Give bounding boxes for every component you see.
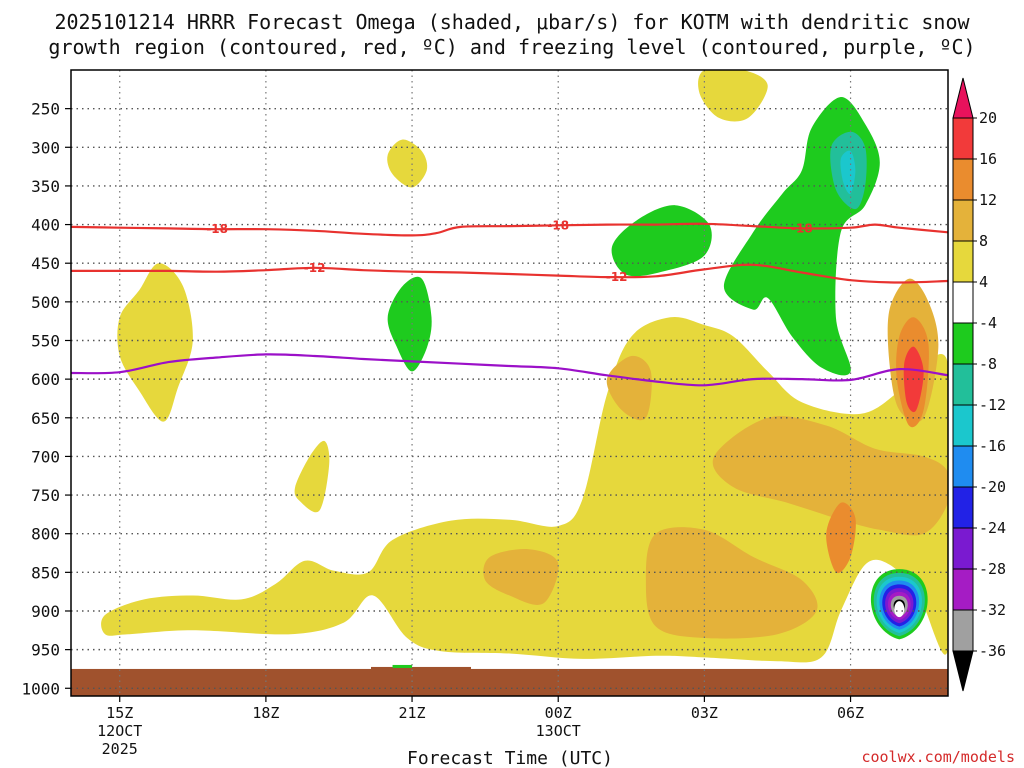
ground-layer [71, 664, 948, 696]
ground-band [71, 668, 948, 696]
omega-shading-layer [101, 70, 948, 663]
omega-orange-1 [483, 549, 559, 605]
colorbar-label-2: 16 [979, 150, 997, 168]
freezing-level-contour [71, 353, 948, 387]
colorbar-label-1: 20 [979, 109, 997, 127]
colorbar-label-5: 4 [979, 273, 988, 291]
omega-deep-orange [826, 502, 856, 574]
x-tick-label-21Z: 21Z [399, 704, 426, 722]
x-tick-label-15Z: 15Z [106, 704, 133, 722]
dendritic-upper-contour [71, 222, 948, 237]
colorbar-segment-12 [952, 568, 974, 611]
colorbar-label-13: -32 [979, 601, 1006, 619]
omega-orange-3 [645, 527, 818, 639]
contour-layer: -18 -18 -18 -12 -12 [71, 218, 948, 387]
colorbar-label-6: -4 [979, 314, 997, 332]
y-tick-label-1000: 1000 [21, 679, 60, 698]
bullseye-center [894, 601, 905, 618]
y-tick-label-600: 600 [31, 370, 60, 389]
contour-label-3: -18 [791, 221, 813, 235]
colorbar-segment-7 [952, 363, 974, 406]
y-tick-label-400: 400 [31, 216, 60, 235]
colorbar-segment-1 [952, 117, 974, 160]
colorbar-label-8: -12 [979, 396, 1006, 414]
colorbar-label-11: -24 [979, 519, 1006, 537]
y-tick-label-550: 550 [31, 331, 60, 350]
colorbar-segment-4 [952, 240, 974, 283]
contour-label-1: -18 [206, 222, 228, 236]
y-tick-label-500: 500 [31, 293, 60, 312]
omega-orange-2 [606, 355, 652, 421]
y-tick-label-450: 450 [31, 254, 60, 273]
colorbar-bottom-arrow [952, 650, 974, 692]
colorbar-label-7: -8 [979, 355, 997, 373]
x-tick-label-00Z: 00Z [545, 704, 572, 722]
x-tick-sublabel-00Z-1: 13OCT [536, 722, 581, 740]
chart-title-line-2: growth region (contoured, red, ºC) and f… [48, 35, 975, 59]
colorbar-segment-9 [952, 445, 974, 488]
colorbar-label-9: -16 [979, 437, 1006, 455]
colorbar-label-3: 12 [979, 191, 997, 209]
colorbar-segment-10 [952, 486, 974, 529]
y-tick-label-250: 250 [31, 100, 60, 119]
credit-text: coolwx.com/models [861, 748, 1015, 766]
colorbar-segment-6 [952, 322, 974, 365]
y-axis: 250 300 350 400 450 500 550 600 650 700 750 800 850 9… [21, 100, 71, 698]
x-tick-sublabel-15Z-1: 12OCT [97, 722, 142, 740]
omega-cyan [840, 150, 856, 194]
colorbar-label-10: -20 [979, 478, 1006, 496]
colorbar-label-4: 8 [979, 232, 988, 250]
chart-title-line-1: 2025101214 HRRR Forecast Omega (shaded, … [54, 10, 970, 34]
x-tick-label-18Z: 18Z [252, 704, 279, 722]
omega-green-1 [387, 276, 432, 372]
y-tick-label-900: 900 [31, 602, 60, 621]
y-tick-label-950: 950 [31, 641, 60, 660]
ground-green-sliver [392, 664, 413, 668]
colorbar-label-12: -28 [979, 560, 1006, 578]
y-tick-label-850: 850 [31, 563, 60, 582]
y-tick-label-800: 800 [31, 525, 60, 544]
colorbar-segment-13 [952, 609, 974, 652]
y-tick-label-700: 700 [31, 447, 60, 466]
colorbar-top-arrow [952, 77, 974, 119]
x-tick-sublabel-15Z-2: 2025 [102, 740, 138, 758]
colorbar-segment-11 [952, 527, 974, 570]
contour-label-2: -18 [547, 218, 569, 232]
y-tick-label-650: 650 [31, 409, 60, 428]
colorbar-segment-2 [952, 158, 974, 201]
omega-left-mid [117, 263, 193, 422]
contour-label-4: -12 [304, 261, 326, 275]
omega-orange-4 [712, 416, 948, 536]
plot-frame [70, 69, 949, 697]
colorbar-segment-3 [952, 199, 974, 242]
colorbar-segment-8 [952, 404, 974, 447]
x-axis-title: Forecast Time (UTC) [407, 748, 613, 768]
y-tick-label-750: 750 [31, 486, 60, 505]
omega-upper-1 [387, 139, 428, 188]
colorbar-segment-5 [952, 281, 974, 324]
y-tick-label-350: 350 [31, 177, 60, 196]
ground-bump [371, 666, 471, 670]
y-tick-label-300: 300 [31, 138, 60, 157]
colorbar-label-14: -36 [979, 642, 1006, 660]
x-tick-label-03Z: 03Z [691, 704, 718, 722]
contour-label-5: -12 [606, 270, 628, 284]
x-tick-label-06Z: 06Z [837, 704, 864, 722]
strong-ascent-bullseye [870, 569, 928, 640]
colorbar: 20 16 12 8 4 -4 -8 -12 -16 -20 -24 -28 -32 -36 [952, 77, 1006, 692]
dendritic-lower-contour [71, 263, 948, 284]
